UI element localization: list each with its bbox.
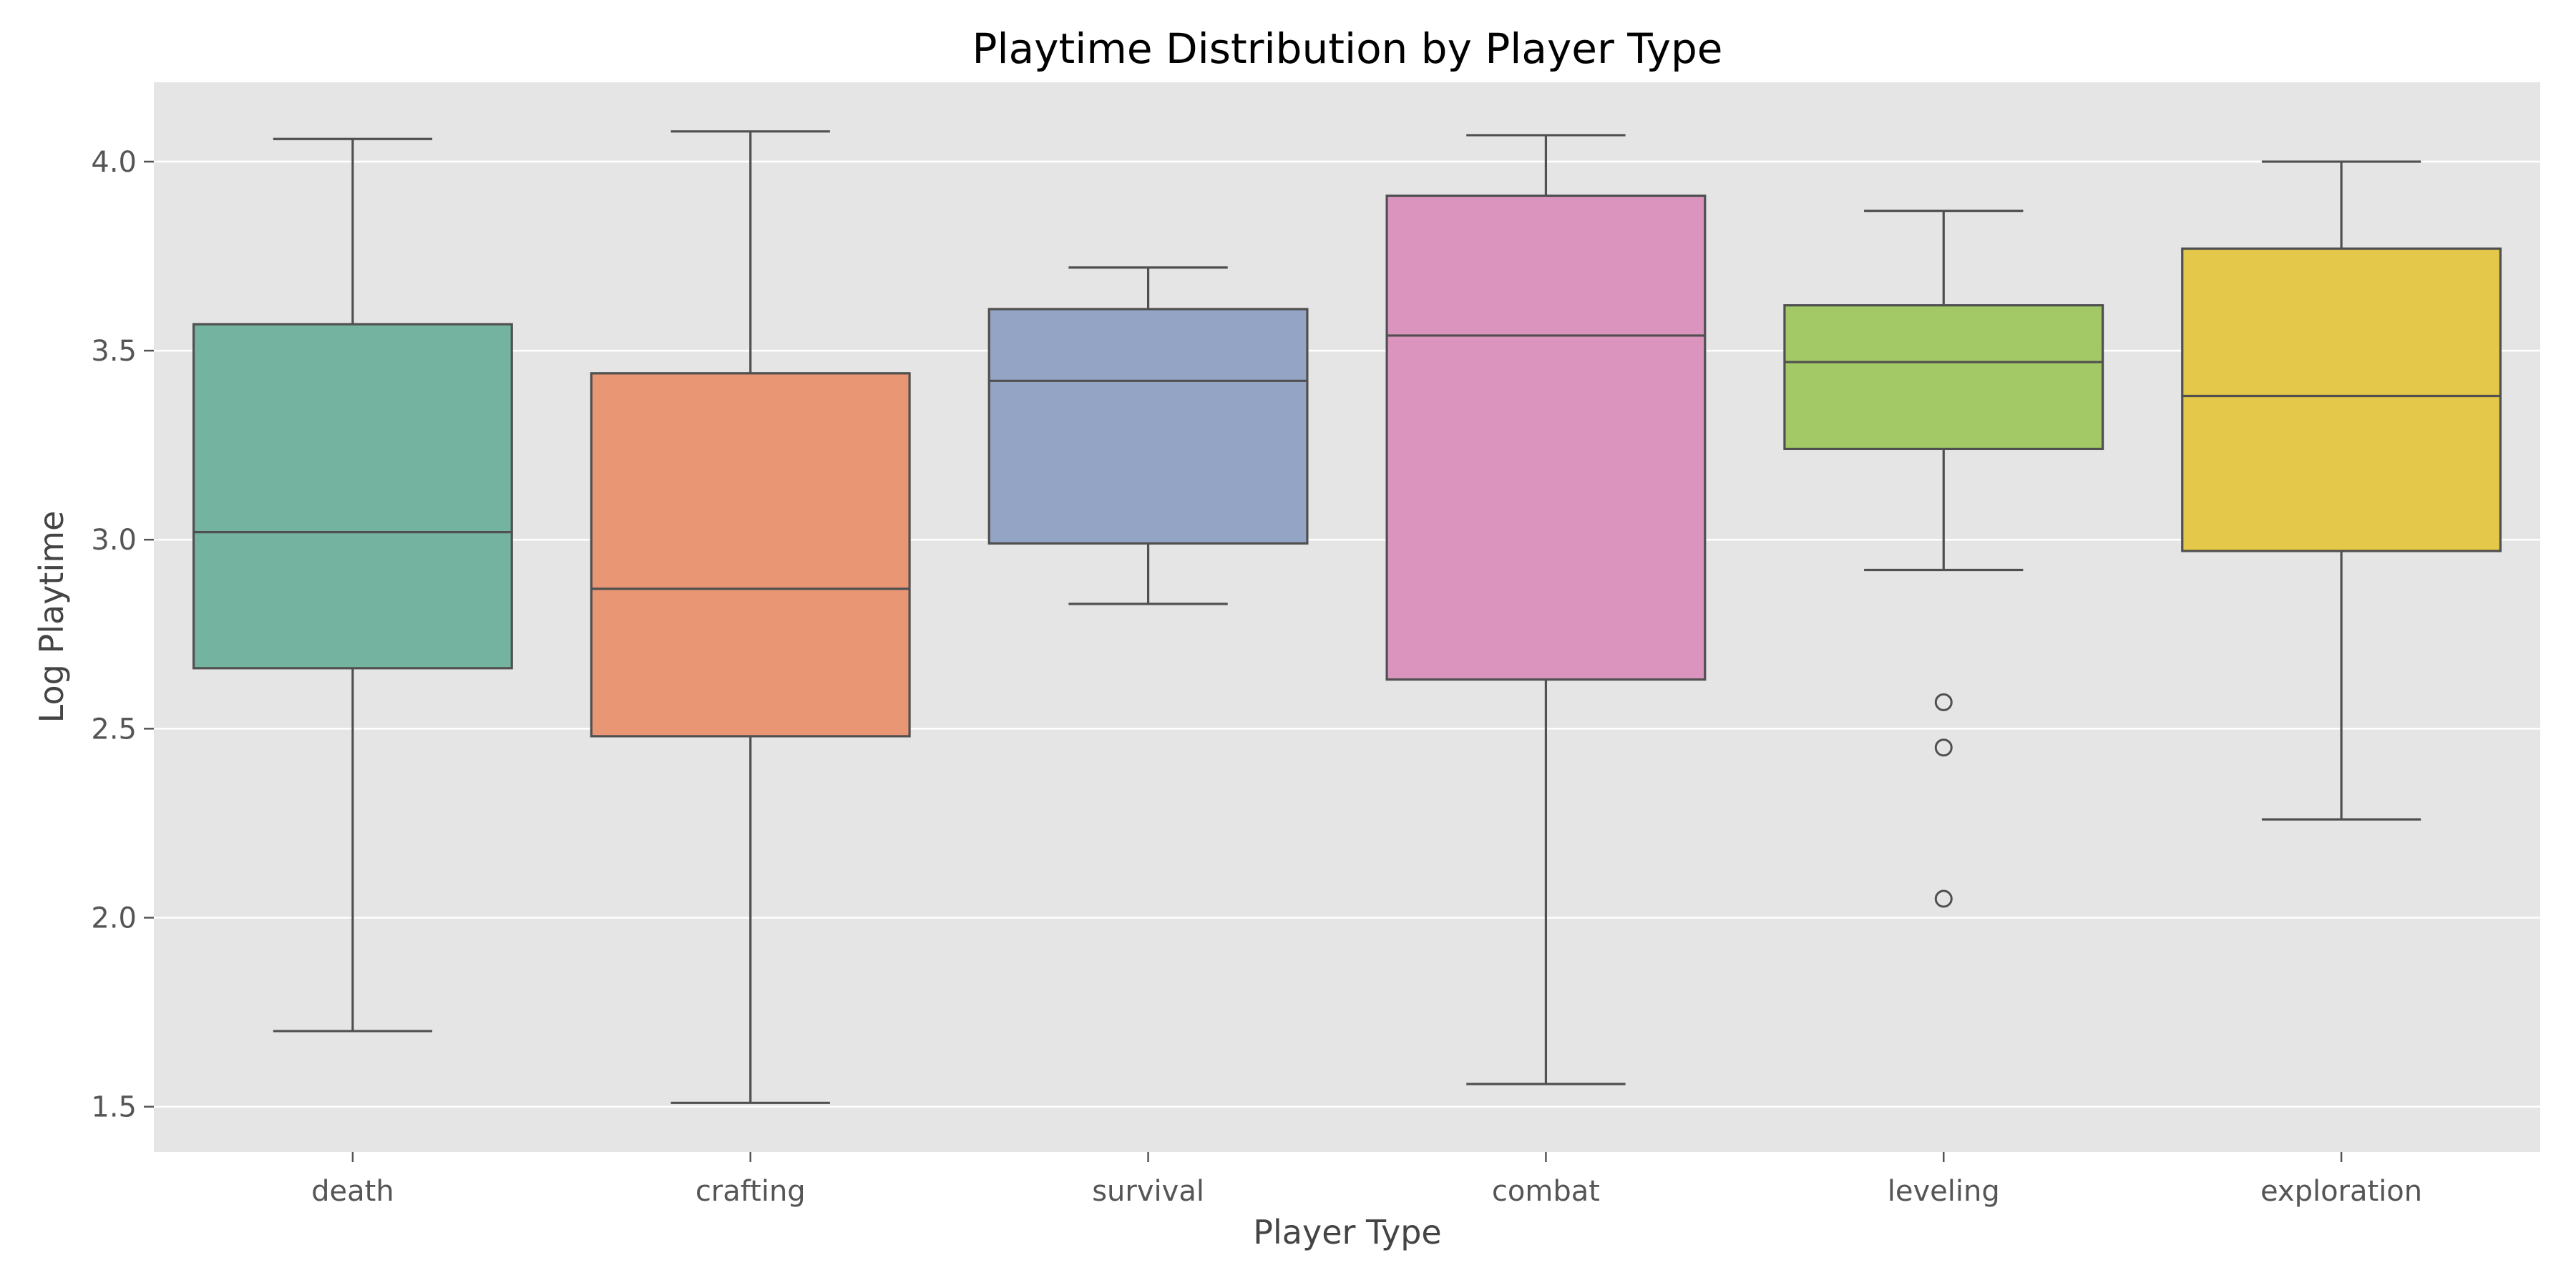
box-iqr (2181, 247, 2502, 552)
box-survival (987, 266, 1309, 605)
y-axis-ticks: 1.5 2.0 2.5 3.0 3.5 4.0 (91, 146, 154, 1124)
box-iqr (1385, 194, 1707, 681)
grid-lines (154, 160, 2540, 1108)
y-tick-label: 3.0 (91, 524, 137, 557)
x-tick-label: exploration (2260, 1175, 2422, 1208)
outlier-point (1934, 693, 1953, 711)
box-crafting (590, 130, 911, 1104)
box-iqr (1783, 304, 2104, 451)
box-iqr (590, 372, 911, 738)
outlier-point (1934, 889, 1953, 908)
box-death (192, 137, 513, 1033)
y-tick-label: 3.5 (91, 335, 137, 368)
box-leveling (1783, 210, 2104, 908)
box-iqr (192, 323, 513, 670)
chart-title: Playtime Distribution by Player Type (972, 24, 1723, 73)
y-tick-label: 4.0 (91, 146, 137, 179)
x-tick-label: leveling (1888, 1175, 2000, 1208)
x-tick-label: combat (1492, 1175, 1600, 1208)
y-tick-label: 2.0 (91, 902, 137, 935)
x-tick-label: death (311, 1175, 394, 1208)
y-tick-label: 2.5 (91, 713, 137, 746)
boxes (192, 130, 2502, 1104)
x-axis-ticks: death crafting survival combat leveling explo… (311, 1152, 2422, 1208)
y-axis-label: Log Playtime (32, 511, 71, 723)
plot-area (154, 82, 2540, 1152)
box-iqr (987, 308, 1309, 545)
box-combat (1385, 134, 1707, 1085)
y-tick-label: 1.5 (91, 1091, 137, 1124)
x-tick-label: crafting (696, 1175, 806, 1208)
x-axis-label: Player Type (1253, 1213, 1441, 1252)
box-exploration (2181, 160, 2502, 821)
x-tick-label: survival (1092, 1175, 1204, 1208)
outlier-point (1934, 738, 1953, 757)
